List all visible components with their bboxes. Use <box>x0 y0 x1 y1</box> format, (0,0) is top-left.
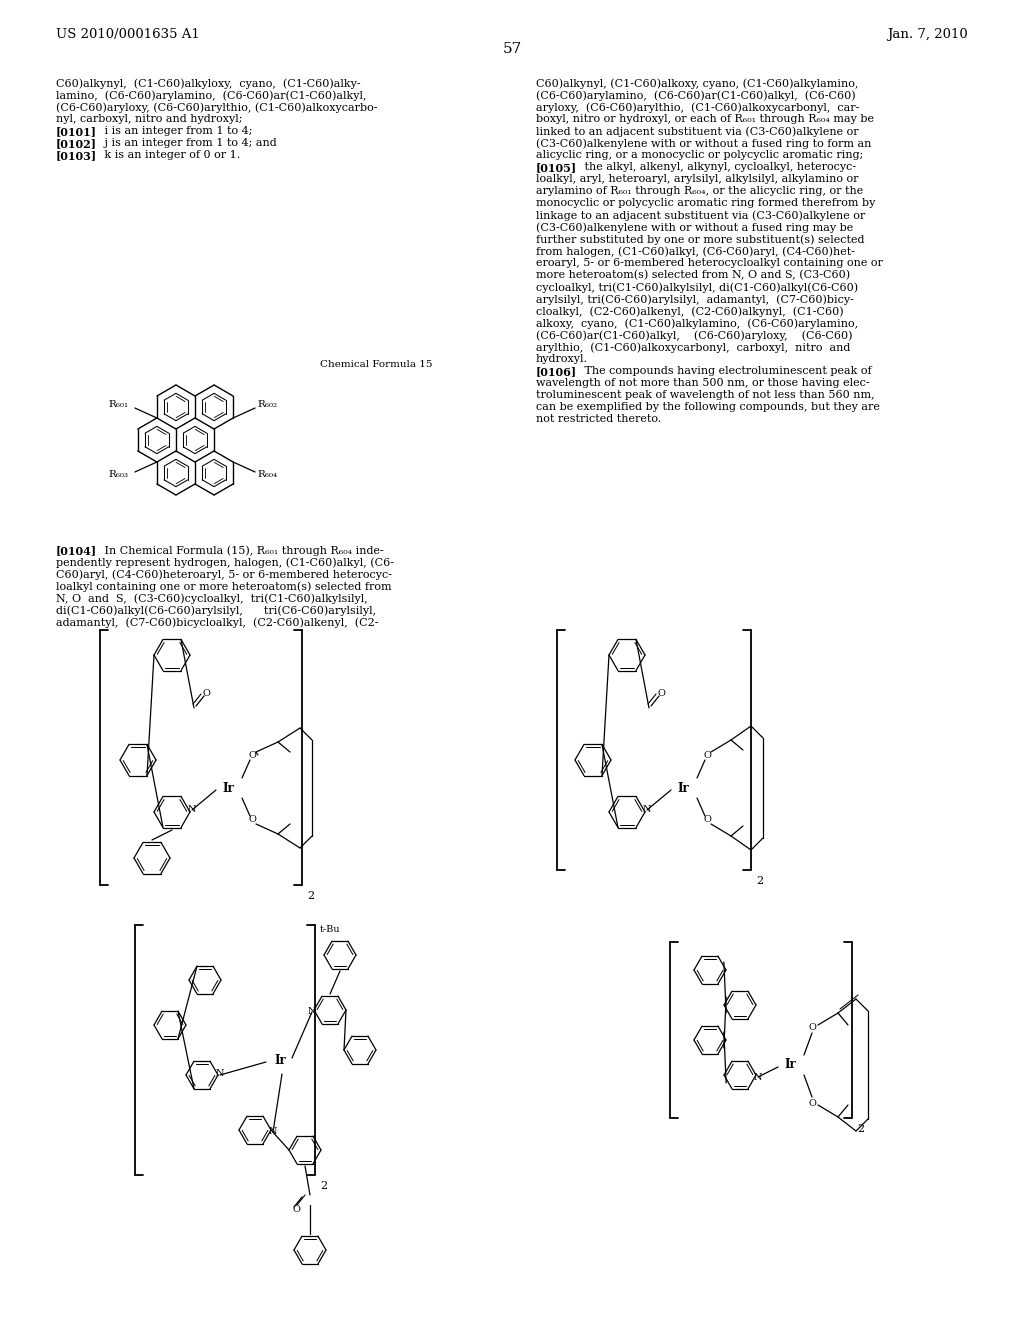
Text: further substituted by one or more substituent(s) selected: further substituted by one or more subst… <box>536 234 864 244</box>
Text: O: O <box>808 1023 816 1031</box>
Text: 57: 57 <box>503 42 521 55</box>
Text: In Chemical Formula (15), R₆₀₁ through R₆₀₄ inde-: In Chemical Formula (15), R₆₀₁ through R… <box>94 545 384 556</box>
Text: [0106]: [0106] <box>536 366 578 378</box>
Text: Chemical Formula 15: Chemical Formula 15 <box>319 360 432 370</box>
Text: loalkyl, aryl, heteroaryl, arylsilyl, alkylsilyl, alkylamino or: loalkyl, aryl, heteroaryl, arylsilyl, al… <box>536 174 858 183</box>
Text: N: N <box>643 805 651 814</box>
Text: C60)alkynyl, (C1-C60)alkoxy, cyano, (C1-C60)alkylamino,: C60)alkynyl, (C1-C60)alkoxy, cyano, (C1-… <box>536 78 858 88</box>
Text: O: O <box>292 1204 300 1213</box>
Text: O: O <box>703 816 711 825</box>
Text: cycloalkyl, tri(C1-C60)alkylsilyl, di(C1-C60)alkyl(C6-C60): cycloalkyl, tri(C1-C60)alkylsilyl, di(C1… <box>536 282 858 293</box>
Text: hydroxyl.: hydroxyl. <box>536 354 588 364</box>
Text: Ir: Ir <box>677 781 689 795</box>
Text: Jan. 7, 2010: Jan. 7, 2010 <box>887 28 968 41</box>
Text: US 2010/0001635 A1: US 2010/0001635 A1 <box>56 28 200 41</box>
Text: di(C1-C60)alkyl(C6-C60)arylsilyl,      tri(C6-C60)arylsilyl,: di(C1-C60)alkyl(C6-C60)arylsilyl, tri(C6… <box>56 605 376 615</box>
Text: [0105]: [0105] <box>536 162 578 173</box>
Text: eroaryl, 5- or 6-membered heterocycloalkyl containing one or: eroaryl, 5- or 6-membered heterocycloalk… <box>536 257 883 268</box>
Text: C60)alkynyl,  (C1-C60)alkyloxy,  cyano,  (C1-C60)alky-: C60)alkynyl, (C1-C60)alkyloxy, cyano, (C… <box>56 78 360 88</box>
Text: arylsilyl, tri(C6-C60)arylsilyl,  adamantyl,  (C7-C60)bicy-: arylsilyl, tri(C6-C60)arylsilyl, adamant… <box>536 294 854 305</box>
Text: Ir: Ir <box>222 781 233 795</box>
Text: Ir: Ir <box>274 1053 286 1067</box>
Text: cloalkyl,  (C2-C60)alkenyl,  (C2-C60)alkynyl,  (C1-C60): cloalkyl, (C2-C60)alkenyl, (C2-C60)alkyn… <box>536 306 844 317</box>
Text: The compounds having electroluminescent peak of: The compounds having electroluminescent … <box>574 366 871 376</box>
Text: alkoxy,  cyano,  (C1-C60)alkylamino,  (C6-C60)arylamino,: alkoxy, cyano, (C1-C60)alkylamino, (C6-C… <box>536 318 858 329</box>
Text: 2: 2 <box>857 1125 864 1134</box>
Text: pendently represent hydrogen, halogen, (C1-C60)alkyl, (C6-: pendently represent hydrogen, halogen, (… <box>56 557 394 568</box>
Text: loalkyl containing one or more heteroatom(s) selected from: loalkyl containing one or more heteroato… <box>56 581 391 591</box>
Text: t-Bu: t-Bu <box>319 925 340 935</box>
Text: N: N <box>216 1068 224 1077</box>
Text: aryloxy,  (C6-C60)arylthio,  (C1-C60)alkoxycarbonyl,  car-: aryloxy, (C6-C60)arylthio, (C1-C60)alkox… <box>536 102 859 112</box>
Text: i is an integer from 1 to 4;: i is an integer from 1 to 4; <box>94 125 253 136</box>
Text: arylamino of R₆₀₁ through R₆₀₄, or the alicyclic ring, or the: arylamino of R₆₀₁ through R₆₀₄, or the a… <box>536 186 863 195</box>
Text: can be exemplified by the following compounds, but they are: can be exemplified by the following comp… <box>536 403 880 412</box>
Text: (C3-C60)alkenylene with or without a fused ring to form an: (C3-C60)alkenylene with or without a fus… <box>536 139 871 149</box>
Text: alicyclic ring, or a monocyclic or polycyclic aromatic ring;: alicyclic ring, or a monocyclic or polyc… <box>536 150 863 160</box>
Text: C60)aryl, (C4-C60)heteroaryl, 5- or 6-membered heterocyc-: C60)aryl, (C4-C60)heteroaryl, 5- or 6-me… <box>56 569 392 579</box>
Text: O: O <box>657 689 665 698</box>
Text: j is an integer from 1 to 4; and: j is an integer from 1 to 4; and <box>94 139 276 148</box>
Text: more heteroatom(s) selected from N, O and S, (C3-C60): more heteroatom(s) selected from N, O an… <box>536 271 850 280</box>
Text: wavelength of not more than 500 nm, or those having elec-: wavelength of not more than 500 nm, or t… <box>536 378 869 388</box>
Text: nyl, carboxyl, nitro and hydroxyl;: nyl, carboxyl, nitro and hydroxyl; <box>56 114 243 124</box>
Text: boxyl, nitro or hydroxyl, or each of R₆₀₁ through R₆₀₄ may be: boxyl, nitro or hydroxyl, or each of R₆₀… <box>536 114 874 124</box>
Text: N: N <box>187 805 197 814</box>
Text: (C6-C60)ar(C1-C60)alkyl,    (C6-C60)aryloxy,    (C6-C60): (C6-C60)ar(C1-C60)alkyl, (C6-C60)aryloxy… <box>536 330 853 341</box>
Text: [0102]: [0102] <box>56 139 97 149</box>
Text: N: N <box>268 1127 278 1137</box>
Text: k is an integer of 0 or 1.: k is an integer of 0 or 1. <box>94 150 241 160</box>
Text: from halogen, (C1-C60)alkyl, (C6-C60)aryl, (C4-C60)het-: from halogen, (C1-C60)alkyl, (C6-C60)ary… <box>536 246 855 256</box>
Text: [0103]: [0103] <box>56 150 97 161</box>
Text: R₆₀₂: R₆₀₂ <box>257 400 278 409</box>
Text: (C6-C60)arylamino,  (C6-C60)ar(C1-C60)alkyl,  (C6-C60): (C6-C60)arylamino, (C6-C60)ar(C1-C60)alk… <box>536 90 856 100</box>
Text: not restricted thereto.: not restricted thereto. <box>536 414 662 424</box>
Text: O: O <box>808 1098 816 1107</box>
Text: (C3-C60)alkenylene with or without a fused ring may be: (C3-C60)alkenylene with or without a fus… <box>536 222 853 232</box>
Text: the alkyl, alkenyl, alkynyl, cycloalkyl, heterocyc-: the alkyl, alkenyl, alkynyl, cycloalkyl,… <box>574 162 856 172</box>
Text: O: O <box>202 689 210 698</box>
Text: monocyclic or polycyclic aromatic ring formed therefrom by: monocyclic or polycyclic aromatic ring f… <box>536 198 876 209</box>
Text: R₆₀₄: R₆₀₄ <box>257 470 278 479</box>
Text: arylthio,  (C1-C60)alkoxycarbonyl,  carboxyl,  nitro  and: arylthio, (C1-C60)alkoxycarbonyl, carbox… <box>536 342 850 352</box>
Text: adamantyl,  (C7-C60)bicycloalkyl,  (C2-C60)alkenyl,  (C2-: adamantyl, (C7-C60)bicycloalkyl, (C2-C60… <box>56 616 379 627</box>
Text: (C6-C60)aryloxy, (C6-C60)arylthio, (C1-C60)alkoxycarbо-: (C6-C60)aryloxy, (C6-C60)arylthio, (C1-C… <box>56 102 378 112</box>
Text: N: N <box>308 1007 316 1016</box>
Text: 2: 2 <box>307 891 314 902</box>
Text: 2: 2 <box>756 876 763 886</box>
Text: O: O <box>248 751 256 760</box>
Text: O: O <box>703 751 711 760</box>
Text: R₆₀₁: R₆₀₁ <box>109 400 129 409</box>
Text: N, O  and  S,  (C3-C60)cycloalkyl,  tri(C1-C60)alkylsilyl,: N, O and S, (C3-C60)cycloalkyl, tri(C1-C… <box>56 593 368 603</box>
Text: linked to an adjacent substituent via (C3-C60)alkylene or: linked to an adjacent substituent via (C… <box>536 125 859 136</box>
Text: lamino,  (C6-C60)arylamino,  (C6-C60)ar(C1-C60)alkyl,: lamino, (C6-C60)arylamino, (C6-C60)ar(C1… <box>56 90 367 100</box>
Text: troluminescent peak of wavelength of not less than 560 nm,: troluminescent peak of wavelength of not… <box>536 389 874 400</box>
Text: N: N <box>754 1072 762 1081</box>
Text: R₆₀₃: R₆₀₃ <box>109 470 129 479</box>
Text: [0101]: [0101] <box>56 125 97 137</box>
Text: 2: 2 <box>319 1181 327 1191</box>
Text: linkage to an adjacent substituent via (C3-C60)alkylene or: linkage to an adjacent substituent via (… <box>536 210 865 220</box>
Text: O: O <box>248 816 256 825</box>
Text: [0104]: [0104] <box>56 545 97 556</box>
Text: Ir: Ir <box>784 1059 796 1072</box>
